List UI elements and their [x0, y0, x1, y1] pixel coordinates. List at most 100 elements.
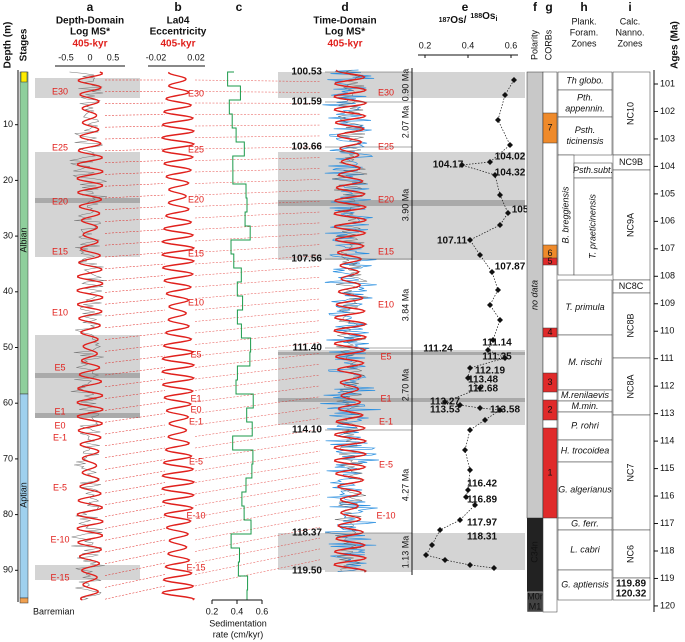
age-label: 107.56 — [291, 254, 322, 265]
tick-label: 109 — [660, 298, 675, 308]
age-label: 111.14 — [482, 338, 512, 349]
column-title: Nanno. — [615, 27, 644, 37]
panel-title: Depth-Domain — [56, 16, 124, 27]
correlation-line — [104, 206, 166, 211]
cycle-label: E-15 — [186, 562, 205, 572]
corb-box — [542, 399, 558, 421]
age-label: 104.17 — [433, 160, 464, 171]
corb-box — [542, 112, 558, 144]
tick-label: 105 — [660, 188, 675, 198]
tick-label: 90 — [3, 565, 13, 575]
cycle-label: E25 — [52, 142, 68, 152]
cycle-label: E30 — [378, 87, 394, 97]
chron-label: M1 — [529, 601, 542, 611]
cycle-label: E10 — [188, 297, 204, 307]
zone-label: Psth.subt. — [573, 165, 613, 175]
corb-label: 2 — [547, 404, 552, 414]
filter-label: 405-kyr — [160, 39, 195, 50]
osmium-point — [497, 317, 503, 323]
stage-label: Barremian — [33, 606, 75, 616]
osmium-point — [495, 287, 501, 293]
osmium-point — [423, 552, 429, 558]
chron-label: M0r — [527, 591, 543, 601]
tick-label: 10 — [3, 119, 13, 129]
tick-label: 110 — [660, 326, 674, 336]
correlation-line — [104, 551, 166, 565]
osmium-point — [467, 427, 473, 433]
duration-label: 1.13 Ma — [400, 536, 410, 569]
correlation-line — [104, 309, 166, 317]
tick-label: 111 — [660, 353, 674, 363]
zone-box — [612, 577, 651, 601]
osmium-point — [502, 92, 508, 98]
osmium-point — [487, 302, 493, 308]
dark-band — [278, 398, 525, 402]
cycle-label: E20 — [378, 194, 394, 204]
cycle-label: E1 — [190, 393, 201, 403]
zone-label: T. primula — [565, 302, 604, 312]
correlation-line — [104, 160, 166, 163]
corb-box — [542, 372, 558, 393]
tick-label: 80 — [3, 509, 13, 519]
correlation-line — [194, 385, 321, 403]
osmium-point — [459, 162, 465, 168]
column-title: Polarity — [529, 29, 539, 60]
zone-box — [557, 529, 613, 571]
osmium-point — [477, 385, 483, 391]
corb-label: 3 — [547, 377, 552, 387]
correlation-line — [194, 559, 321, 587]
osmium-point — [505, 210, 511, 216]
correlation-line — [104, 137, 166, 140]
tick-label: 0.5 — [107, 52, 120, 62]
column-title: CORBs — [543, 29, 553, 60]
title-part: Os/ — [450, 15, 466, 26]
cycle-label: E-10 — [186, 510, 205, 520]
zone-box — [573, 177, 613, 276]
osmium-point — [495, 117, 501, 123]
osmium-point — [491, 565, 497, 571]
zone-label: NC9A — [625, 213, 635, 237]
correlation-line — [194, 320, 321, 334]
axis-title: Ages (Ma) — [670, 21, 681, 69]
correlation-line — [194, 418, 321, 437]
correlation-line — [104, 263, 166, 270]
osmium-point — [497, 192, 503, 198]
osmium-point — [457, 517, 463, 523]
age-label: 112.68 — [468, 384, 498, 395]
tick-label: 0.4 — [462, 40, 475, 50]
cycle-label: E5 — [190, 349, 201, 359]
cycle-label: E20 — [188, 194, 204, 204]
correlation-line — [194, 266, 321, 276]
cycle-label: E15 — [378, 246, 394, 256]
correlation-line — [194, 135, 321, 138]
cycle-label: E0 — [190, 404, 201, 414]
zone-box — [557, 334, 613, 391]
correlation-line — [104, 436, 166, 447]
tick-label: 0.6 — [505, 40, 518, 50]
zone-box — [557, 116, 613, 156]
duration-label: 4.27 Ma — [400, 469, 410, 502]
age-label: 104.02 — [495, 152, 526, 163]
correlation-line — [104, 171, 166, 175]
correlation-line — [104, 148, 166, 152]
tick-label: 112 — [660, 381, 674, 391]
cycle-label: E5 — [54, 362, 65, 372]
tick-label: -0.02 — [146, 52, 167, 62]
zone-label: NC8A — [625, 374, 635, 398]
panel-letter: f — [533, 0, 538, 14]
zone-label: Th globo. — [566, 75, 604, 85]
zone-label: G. ferr. — [571, 518, 599, 528]
zone-label: M.min. — [572, 401, 599, 411]
osmium-point — [467, 562, 473, 568]
eccentricity-curve — [161, 71, 196, 601]
tick-label: 20 — [3, 175, 13, 185]
age-label: 116.42 — [467, 479, 497, 490]
cycle-label: E15 — [188, 248, 204, 258]
osmium-point — [482, 417, 488, 423]
corb-label: 1 — [547, 467, 552, 477]
tick-label: 116 — [660, 490, 674, 500]
correlation-line — [104, 344, 166, 352]
age-label: 116.89 — [467, 495, 497, 506]
tick-label: 103 — [660, 133, 675, 143]
filter-curve — [333, 69, 368, 573]
